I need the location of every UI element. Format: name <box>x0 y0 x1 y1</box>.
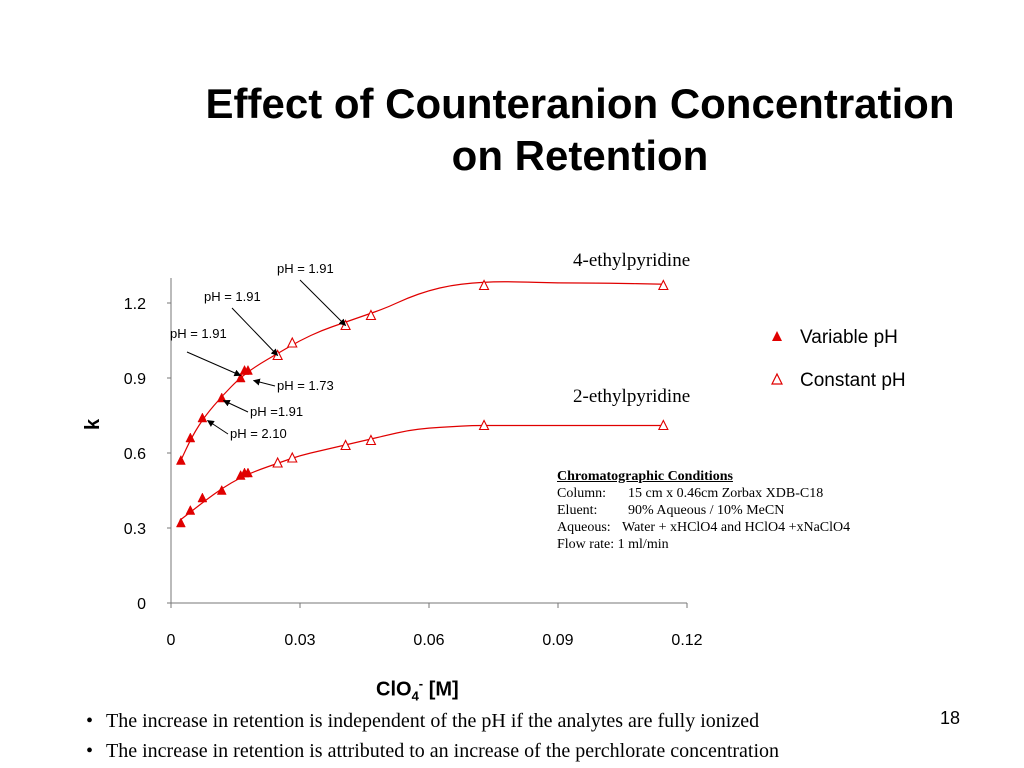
variable-ph-point <box>185 504 196 515</box>
curve-label-4-ethylpyridine: 4-ethylpyridine <box>573 250 690 271</box>
chart-annotations: pH = 1.91 pH = 1.91 pH = 1.91 pH = 1.73 pH =… <box>170 261 347 441</box>
constant-ph-point <box>478 279 490 291</box>
ph-annotation-arrow <box>252 378 276 387</box>
ph-annotation-label: pH =1.91 <box>250 404 303 419</box>
ph-annotation-label: pH = 2.10 <box>230 426 287 441</box>
conditions-row: Aqueous: Water + xHClO4 and HClO4 +xNaClO… <box>557 520 851 535</box>
ph-annotation-label: pH = 1.91 <box>204 289 261 304</box>
filled-triangle-icon <box>770 327 800 349</box>
variable-ph-point <box>175 517 186 528</box>
chromatographic-conditions: Chromatographic Conditions Column: 15 cm … <box>557 468 850 553</box>
title-line-1: Effect of Counteranion Concentration <box>205 80 955 127</box>
constant-ph-point <box>657 419 669 431</box>
conditions-row: Flow rate: 1 ml/min <box>557 537 669 552</box>
x-tick-label: 0.03 <box>284 632 315 649</box>
constant-ph-point <box>286 451 298 463</box>
bullet-item: • The increase in retention is attributed… <box>86 740 780 762</box>
x-tick-label: 0.09 <box>542 632 573 649</box>
x-tick-label: 0.06 <box>413 632 444 649</box>
legend-item-constant-ph: Constant pH <box>770 359 906 402</box>
variable-ph-point <box>235 372 246 383</box>
legend-label: Constant pH <box>800 369 906 391</box>
y-axis-label: k <box>82 418 104 430</box>
ph-annotation-arrow <box>186 351 242 377</box>
ph-annotation-arrow <box>206 420 229 435</box>
variable-ph-point <box>185 432 196 443</box>
ph-annotation-label: pH = 1.91 <box>277 261 334 276</box>
chart-legend: Variable pH Constant pH <box>770 316 906 402</box>
variable-ph-point <box>216 392 227 403</box>
title-line-2: on Retention <box>451 132 709 179</box>
constant-ph-point <box>272 456 284 468</box>
open-triangle-icon <box>770 370 800 392</box>
curve-label-2-ethylpyridine: 2-ethylpyridine <box>573 386 690 407</box>
y-tick-label: 0 <box>137 596 146 613</box>
constant-ph-point <box>478 419 490 431</box>
x-tick-label: 0.12 <box>671 632 702 649</box>
chart-points <box>175 279 669 528</box>
constant-ph-point <box>365 434 377 446</box>
y-tick-label: 1.2 <box>124 296 146 313</box>
legend-item-variable-ph: Variable pH <box>770 316 906 359</box>
conditions-row: Column: 15 cm x 0.46cm Zorbax XDB-C18 <box>557 486 824 501</box>
conditions-row: Eluent: 90% Aqueous / 10% MeCN <box>557 503 785 518</box>
variable-ph-point <box>243 467 253 478</box>
constant-ph-point <box>657 279 669 291</box>
bullet-item: • The increase in retention is independen… <box>86 710 760 732</box>
chart-axes: 0 0.3 0.6 0.9 1.2 0 0.03 0.06 0.09 0.12 <box>124 278 703 649</box>
ph-annotation-arrow <box>222 400 249 413</box>
constant-ph-point <box>286 336 298 348</box>
variable-ph-point <box>175 454 186 465</box>
conditions-heading: Chromatographic Conditions <box>557 469 733 484</box>
ph-annotation-label: pH = 1.91 <box>170 326 227 341</box>
bullet-list: • The increase in retention is independen… <box>86 706 779 766</box>
page-number: 18 <box>940 708 961 728</box>
variable-ph-point <box>197 492 208 503</box>
variable-ph-point <box>243 364 253 375</box>
legend-label: Variable pH <box>800 326 898 348</box>
ph-annotation-arrow <box>299 279 347 326</box>
ph-annotation-label: pH = 1.73 <box>277 378 334 393</box>
constant-ph-point <box>365 309 377 321</box>
y-tick-label: 0.6 <box>124 446 146 463</box>
y-tick-label: 0.9 <box>124 371 146 388</box>
constant-ph-point <box>340 439 351 451</box>
x-tick-label: 0 <box>167 632 176 649</box>
x-axis-label: ClO4- [M] <box>376 676 459 704</box>
page-title: Effect of Counteranion Concentration on … <box>150 78 1010 182</box>
variable-ph-point <box>197 412 208 423</box>
y-tick-label: 0.3 <box>124 521 146 538</box>
ph-annotation-arrow <box>231 307 279 357</box>
variable-ph-point <box>216 484 227 495</box>
